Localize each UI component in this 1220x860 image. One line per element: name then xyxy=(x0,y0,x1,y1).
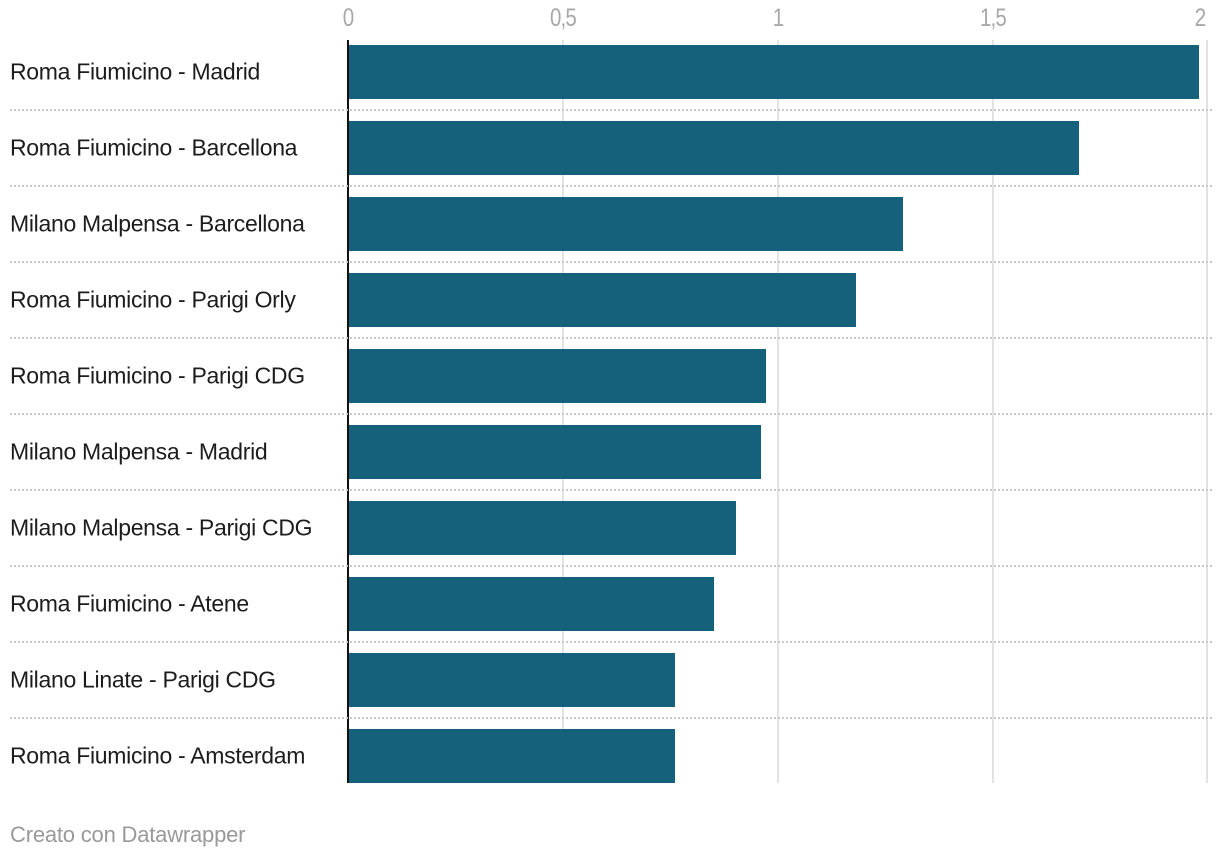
bar-area xyxy=(349,566,1208,642)
bar xyxy=(349,577,715,631)
row-label: Roma Fiumicino - Madrid xyxy=(10,58,260,85)
row-separator xyxy=(10,261,1212,263)
chart-row: Roma Fiumicino - Parigi Orly xyxy=(0,262,1220,339)
gridline xyxy=(992,40,994,783)
row-separator xyxy=(10,109,1212,111)
bar-area xyxy=(349,718,1208,794)
bar xyxy=(349,197,904,251)
bar xyxy=(349,349,766,403)
bar-area xyxy=(349,414,1208,490)
bar xyxy=(349,121,1080,175)
row-label: Roma Fiumicino - Parigi CDG xyxy=(10,362,305,389)
row-separator xyxy=(10,185,1212,187)
row-label: Milano Malpensa - Madrid xyxy=(10,438,268,465)
x-axis-tick-label: 2 xyxy=(1194,4,1206,32)
row-label: Roma Fiumicino - Amsterdam xyxy=(10,742,306,769)
row-label: Roma Fiumicino - Atene xyxy=(10,590,249,617)
bar xyxy=(349,653,676,707)
bar xyxy=(349,45,1200,99)
row-separator xyxy=(10,337,1212,339)
row-label: Roma Fiumicino - Parigi Orly xyxy=(10,286,296,313)
gridline xyxy=(1206,40,1208,783)
gridline xyxy=(777,40,779,783)
bar-area xyxy=(349,110,1208,186)
chart-row: Roma Fiumicino - Atene xyxy=(0,566,1220,643)
bar xyxy=(349,729,676,783)
bar-area xyxy=(349,642,1208,718)
x-axis: 0 0,5 1 1,5 2 xyxy=(343,0,1208,34)
x-axis-tick-label: 1 xyxy=(772,4,784,32)
chart-row: Milano Malpensa - Barcellona xyxy=(0,186,1220,263)
rows-container: Roma Fiumicino - Madrid Roma Fiumicino -… xyxy=(0,34,1220,794)
bar-area xyxy=(349,34,1208,110)
row-separator xyxy=(10,413,1212,415)
bar xyxy=(349,273,856,327)
bar-area xyxy=(349,186,1208,262)
bar-area xyxy=(349,338,1208,414)
bar-area xyxy=(349,262,1208,338)
x-axis-tick-label: 1,5 xyxy=(979,4,1007,32)
chart-row: Roma Fiumicino - Madrid xyxy=(0,34,1220,111)
x-axis-tick-label: 0,5 xyxy=(549,4,577,32)
gridlines-layer xyxy=(348,40,1208,783)
bar xyxy=(349,425,762,479)
row-separator xyxy=(10,641,1212,643)
row-separator xyxy=(10,565,1212,567)
chart-row: Milano Linate - Parigi CDG xyxy=(0,642,1220,719)
row-separator xyxy=(10,489,1212,491)
datawrapper-credit-link[interactable]: Creato con Datawrapper xyxy=(10,822,246,847)
bar xyxy=(349,501,736,555)
chart-row: Milano Malpensa - Parigi CDG xyxy=(0,490,1220,567)
bar-area xyxy=(349,490,1208,566)
row-label: Milano Malpensa - Barcellona xyxy=(10,210,305,237)
row-separator xyxy=(10,717,1212,719)
chart-row: Roma Fiumicino - Parigi CDG xyxy=(0,338,1220,415)
gridline xyxy=(562,40,564,783)
plot-area: Roma Fiumicino - Madrid Roma Fiumicino -… xyxy=(0,34,1220,794)
chart-row: Milano Malpensa - Madrid xyxy=(0,414,1220,491)
row-label: Milano Malpensa - Parigi CDG xyxy=(10,514,313,541)
chart-row: Roma Fiumicino - Amsterdam xyxy=(0,718,1220,794)
zero-axis-line xyxy=(347,40,349,783)
row-label: Milano Linate - Parigi CDG xyxy=(10,666,276,693)
x-axis-tick-label: 0 xyxy=(342,4,354,32)
row-label: Roma Fiumicino - Barcellona xyxy=(10,134,298,161)
chart-row: Roma Fiumicino - Barcellona xyxy=(0,110,1220,187)
